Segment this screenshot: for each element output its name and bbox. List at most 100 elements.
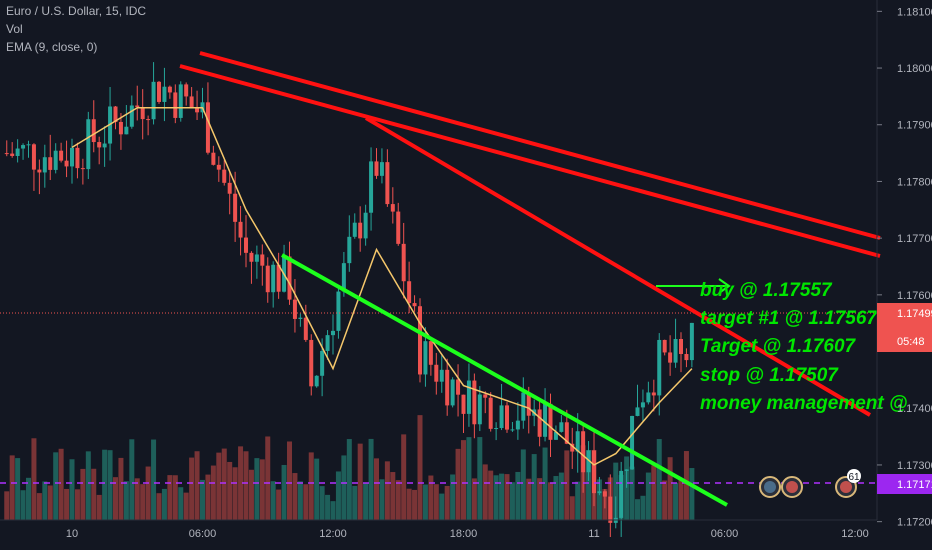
volume-bar bbox=[640, 495, 646, 520]
candle-body bbox=[195, 107, 200, 113]
time-tick-label: 06:00 bbox=[711, 528, 739, 540]
candle-body bbox=[673, 338, 678, 363]
volume-bar bbox=[651, 465, 657, 520]
candle-body bbox=[325, 335, 330, 351]
volume-bar bbox=[683, 451, 689, 520]
volume-bar bbox=[428, 475, 434, 520]
volume-bar bbox=[15, 458, 21, 520]
volume-bar bbox=[91, 468, 97, 520]
candle-body bbox=[592, 450, 596, 494]
price-axis[interactable]: 1.18100 1.18000 1.17900 1.17800 1.17700 1.176… bbox=[877, 6, 932, 529]
candle-body bbox=[548, 403, 553, 440]
volume-bar bbox=[689, 468, 695, 520]
candle-body bbox=[320, 350, 325, 376]
note-target-1: target #1 @ 1.17567 bbox=[700, 308, 878, 329]
time-axis[interactable]: 10 06:00 12:00 18:00 11 06:00 12:00 bbox=[66, 528, 869, 540]
candle-body bbox=[428, 341, 433, 365]
candle-body bbox=[559, 422, 564, 432]
candle-body bbox=[369, 161, 374, 213]
candle-body bbox=[488, 397, 493, 429]
candle-body bbox=[505, 405, 509, 430]
volume-bar bbox=[281, 464, 287, 520]
candle-body bbox=[10, 153, 15, 156]
candle-body bbox=[86, 119, 91, 170]
support-trendline[interactable] bbox=[281, 253, 728, 507]
volume-bar bbox=[624, 456, 630, 520]
candle-body bbox=[178, 84, 183, 118]
volume-bar bbox=[352, 485, 358, 520]
volume-bar bbox=[297, 481, 303, 520]
candle-body bbox=[564, 422, 569, 444]
volume-bar bbox=[569, 496, 575, 520]
candle-body bbox=[363, 212, 368, 239]
ema-indicator-label[interactable]: EMA (9, close, 0) bbox=[6, 40, 98, 54]
candle-body bbox=[118, 121, 123, 135]
candle-body bbox=[581, 431, 586, 473]
volume-bar bbox=[183, 492, 189, 520]
volume-bar bbox=[265, 436, 271, 520]
volume-bar bbox=[232, 467, 238, 520]
volume-bar bbox=[368, 438, 374, 520]
volume-bar bbox=[379, 479, 385, 520]
volume-bar bbox=[129, 439, 135, 520]
time-tick-label: 12:00 bbox=[319, 528, 347, 540]
volume-bar bbox=[42, 481, 48, 520]
volume-bar bbox=[238, 446, 244, 520]
candle-body bbox=[4, 153, 9, 155]
volume-bar bbox=[341, 455, 347, 520]
event-count-badge[interactable] bbox=[847, 469, 861, 483]
candle-body bbox=[537, 409, 542, 437]
event-count-label: 61 bbox=[848, 472, 860, 483]
candle-body bbox=[184, 84, 189, 97]
candle-body bbox=[553, 431, 558, 440]
candle-body bbox=[238, 221, 243, 238]
volume-bar bbox=[205, 474, 211, 520]
price-tick-label: 1.18000 bbox=[897, 63, 932, 75]
price-tick-label: 1.17400 bbox=[897, 403, 932, 415]
candle-body bbox=[37, 169, 42, 173]
event-flag-icon[interactable] bbox=[840, 481, 852, 493]
candle-body bbox=[689, 322, 694, 361]
candle-body bbox=[173, 92, 178, 118]
volume-bar bbox=[314, 458, 320, 520]
volume-bar bbox=[488, 470, 494, 520]
buy-arrow[interactable] bbox=[656, 278, 731, 294]
symbol-title[interactable]: Euro / U.S. Dollar, 15, IDC bbox=[6, 4, 147, 18]
event-flag-icon[interactable] bbox=[764, 481, 776, 493]
resistance-trendline-3[interactable] bbox=[364, 116, 872, 417]
resistance-trendline-1[interactable] bbox=[199, 51, 881, 240]
volume-bar bbox=[259, 459, 265, 520]
candle-body bbox=[292, 299, 297, 319]
trade-notes: buy @ 1.17557 target #1 @ 1.17567 Target… bbox=[700, 280, 908, 414]
volume-bar bbox=[308, 452, 314, 520]
volume-bar bbox=[395, 480, 401, 520]
candle-body bbox=[662, 339, 667, 353]
volume-bar bbox=[564, 450, 570, 520]
volume-bar bbox=[558, 472, 564, 520]
candle-body bbox=[331, 330, 335, 336]
volume-bar bbox=[330, 501, 336, 520]
dashed-level-tag bbox=[877, 474, 932, 494]
event-flag-icon[interactable] bbox=[786, 481, 798, 493]
event-icons[interactable]: 61 bbox=[759, 469, 861, 498]
candle-body bbox=[233, 193, 238, 222]
candle-body bbox=[434, 364, 439, 382]
candle-body bbox=[48, 157, 53, 170]
price-tick-label: 1.17200 bbox=[897, 517, 932, 529]
volume-bar bbox=[4, 491, 10, 520]
volume-bar bbox=[406, 488, 412, 520]
candle-body bbox=[477, 394, 482, 425]
candle-body bbox=[314, 375, 319, 387]
volume-bar bbox=[303, 484, 309, 520]
last-price-tag bbox=[877, 303, 932, 352]
volume-indicator-label[interactable]: Vol bbox=[6, 22, 23, 36]
resistance-trendline-2[interactable] bbox=[179, 64, 881, 258]
volume-bar bbox=[515, 471, 521, 520]
candle-body bbox=[222, 169, 227, 183]
volume-bar bbox=[575, 481, 581, 520]
candle-body bbox=[151, 81, 156, 120]
volume-bar bbox=[346, 439, 352, 520]
volume-bar bbox=[667, 457, 673, 520]
candle-body bbox=[287, 256, 292, 300]
